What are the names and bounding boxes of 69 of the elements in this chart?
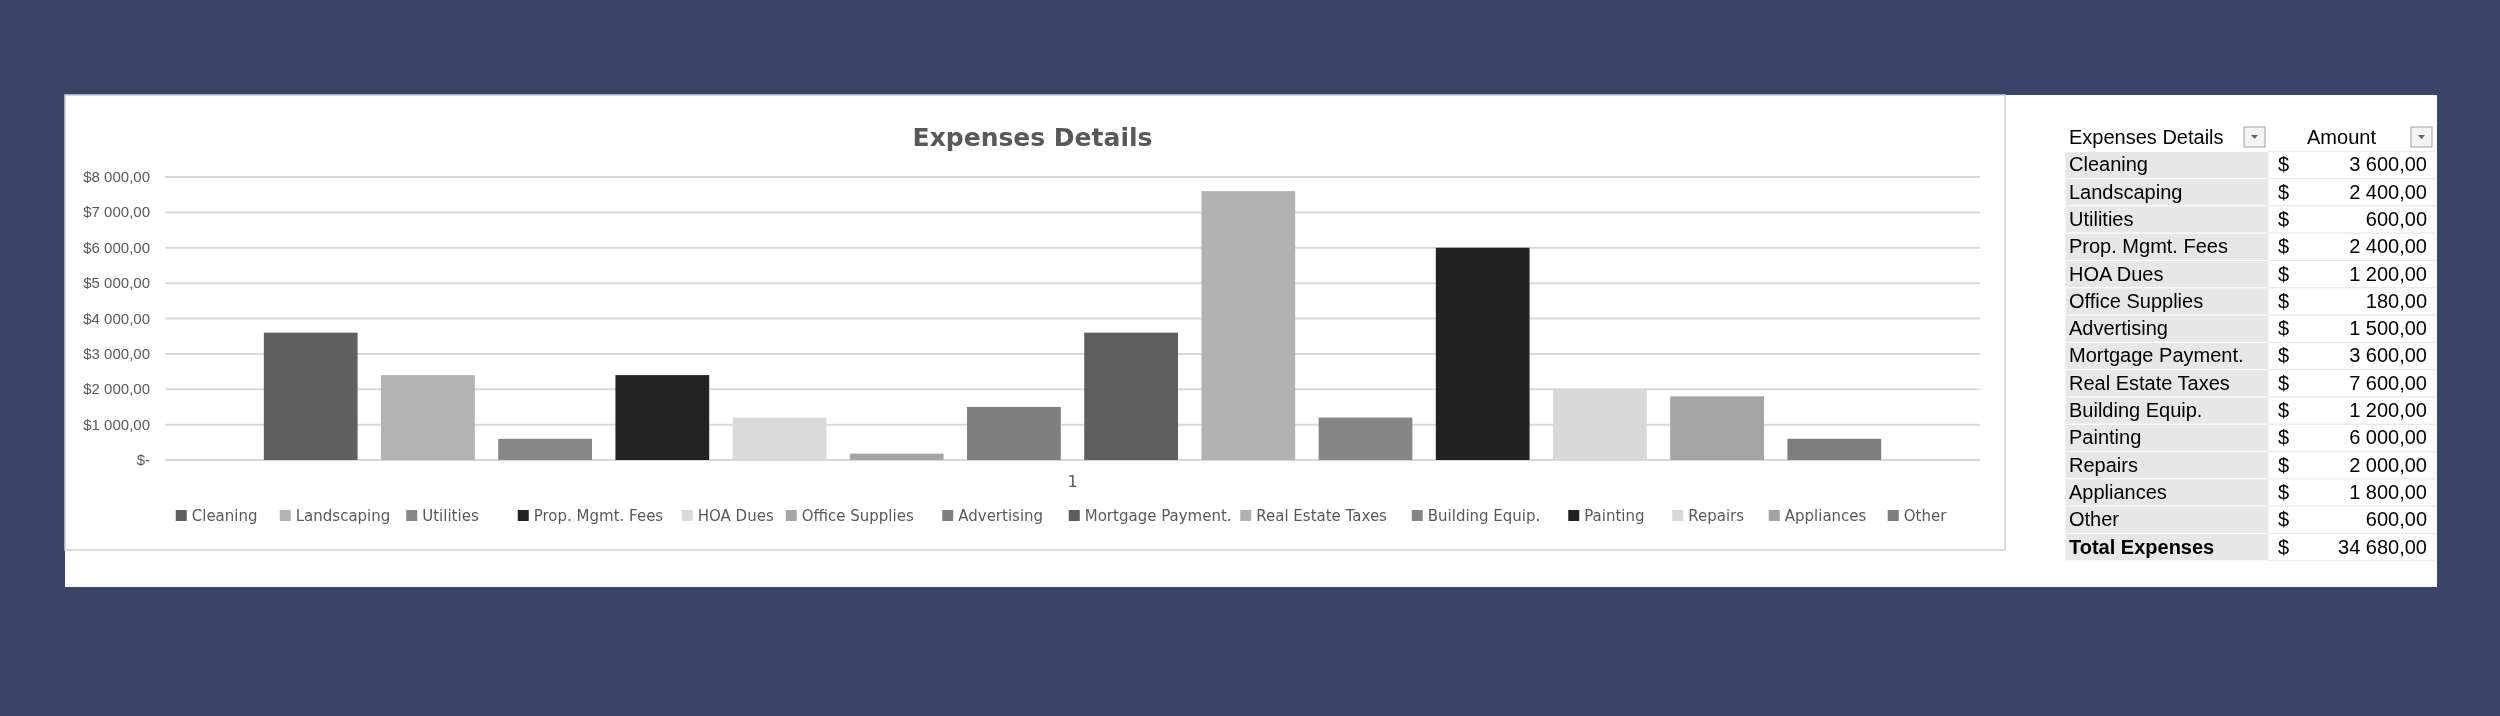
legend-label: Painting — [1584, 507, 1645, 525]
y-tick-label: $2 000,00 — [83, 380, 150, 398]
y-tick-label: $- — [136, 451, 150, 468]
text: $ 2 400,00 — [2278, 235, 2427, 258]
text: Landscaping — [2069, 180, 2183, 203]
legend-label: Landscaping — [295, 507, 391, 525]
bar — [1670, 396, 1764, 460]
legend-label: Appliances — [1784, 507, 1867, 525]
y-tick-label: $5 000,00 — [83, 274, 150, 292]
legend-label: Repairs — [1688, 507, 1745, 525]
bar — [1201, 191, 1296, 460]
bar — [263, 332, 358, 460]
legend-label: HOA Dues — [697, 507, 774, 525]
legend-label: Prop. Mgmt. Fees — [533, 507, 664, 525]
text: Cleaning — [2069, 153, 2148, 176]
text: Advertising — [2069, 317, 2168, 340]
bar — [615, 375, 710, 460]
text: $ 1 200,00 — [2278, 399, 2427, 421]
y-tick-label: $3 000,00 — [83, 344, 150, 362]
legend-label: Mortgage Payment. — [1084, 507, 1232, 525]
text: $ 1 200,00 — [2278, 262, 2427, 285]
text: Amount — [2307, 126, 2377, 148]
text: $ 600,00 — [2278, 207, 2427, 230]
bar — [1318, 417, 1413, 460]
text: Office Supplies — [2069, 289, 2204, 312]
bar — [967, 406, 1061, 460]
y-tick-label: $8 000,00 — [83, 168, 150, 185]
text: Utilities — [2069, 207, 2134, 230]
text: Other — [2069, 508, 2120, 531]
text: $ 180,00 — [2278, 289, 2427, 312]
bar — [1787, 438, 1882, 460]
y-tick-label: $6 000,00 — [83, 238, 150, 256]
x-tick-label: 1 — [1067, 472, 1078, 491]
text: Building Equip. — [2069, 399, 2203, 421]
text: Expenses Details — [2069, 126, 2224, 148]
chart-title: Expenses Details — [912, 123, 1153, 152]
text: $ 3 600,00 — [2278, 344, 2427, 367]
y-tick-label: $4 000,00 — [83, 309, 150, 327]
text: $ 34 680,00 — [2278, 535, 2427, 558]
text: $ 1 800,00 — [2278, 480, 2427, 503]
text: Prop. Mgmt. Fees — [2069, 235, 2228, 258]
bar — [1435, 247, 1530, 460]
legend-label: Office Supplies — [801, 507, 914, 525]
text: $ 7 600,00 — [2278, 371, 2427, 394]
text: Mortgage Payment. — [2069, 344, 2244, 367]
y-tick-label: $1 000,00 — [83, 415, 150, 433]
legend-label: Real Estate Taxes — [1256, 507, 1388, 525]
text: $ 6 000,00 — [2278, 426, 2427, 449]
legend-label: Building Equip. — [1427, 507, 1541, 525]
text: $ 2 000,00 — [2278, 453, 2427, 476]
text: Total Expenses — [2069, 535, 2215, 558]
legend-label: Cleaning — [191, 507, 258, 525]
text: $ 3 600,00 — [2278, 153, 2427, 176]
text: Painting — [2069, 426, 2142, 449]
bar — [498, 438, 592, 460]
text: HOA Dues — [2069, 262, 2164, 285]
text: Appliances — [2069, 480, 2167, 503]
legend-label: Advertising — [958, 507, 1044, 525]
text: Repairs — [2069, 453, 2138, 476]
bar — [381, 375, 475, 460]
y-tick-label: $7 000,00 — [83, 203, 150, 221]
text: $ 600,00 — [2278, 508, 2427, 531]
bar — [1084, 332, 1178, 460]
text: $ 1 500,00 — [2278, 317, 2427, 340]
text: $ 2 400,00 — [2278, 180, 2427, 203]
text: Real Estate Taxes — [2069, 371, 2230, 394]
bar — [849, 453, 944, 460]
legend-label: Utilities — [422, 507, 479, 525]
legend-label: Other — [1903, 507, 1948, 525]
